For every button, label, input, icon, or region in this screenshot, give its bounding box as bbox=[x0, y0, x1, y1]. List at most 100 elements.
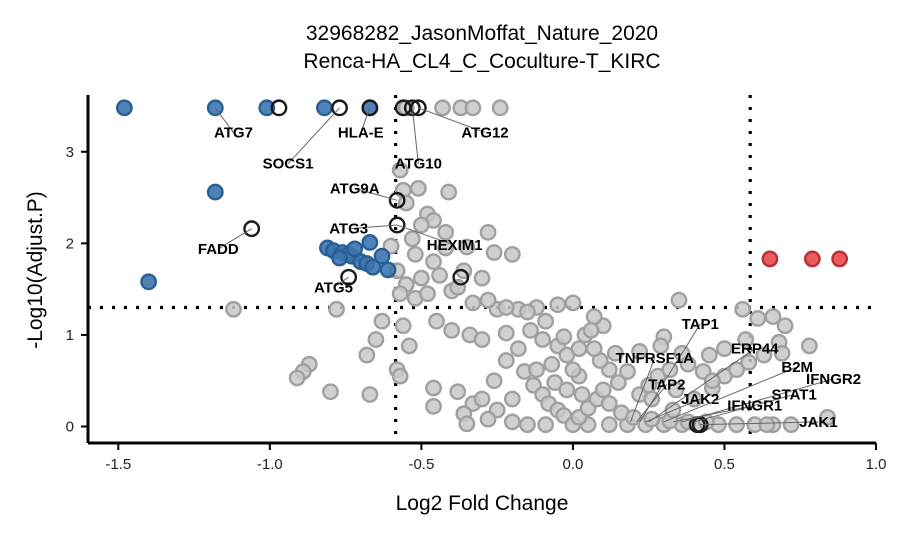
data-point-ns bbox=[328, 300, 345, 318]
annotation-leader-line bbox=[648, 348, 756, 423]
data-point-highlight bbox=[361, 99, 379, 117]
data-point-ns bbox=[397, 194, 415, 212]
data-point-ns bbox=[225, 300, 242, 318]
data-point-down bbox=[373, 247, 391, 265]
data-point-ns bbox=[419, 285, 436, 303]
data-point-ns bbox=[358, 346, 376, 364]
chart-title-line-2: Renca-HA_CL4_C_Coculture-T_KIRC bbox=[303, 50, 660, 73]
x-tick-label: 1.0 bbox=[866, 456, 887, 473]
data-point-ns bbox=[288, 369, 306, 387]
annotations-layer: ATG7 SOCS1 HLA-E ATG10 ATG12 ATG9A ATG3 HEXIM1 F… bbox=[198, 107, 861, 431]
data-point-highlight bbox=[340, 268, 358, 286]
data-point-down bbox=[140, 273, 158, 291]
data-point-ns bbox=[322, 383, 339, 401]
data-point-ns bbox=[449, 278, 467, 296]
annotation-leader-line bbox=[630, 357, 656, 423]
data-point-ns bbox=[473, 390, 491, 408]
annotation-label: FADD bbox=[198, 241, 239, 258]
data-point-ns bbox=[734, 300, 752, 318]
data-point-ns bbox=[394, 317, 412, 335]
annotation-label: ATG10 bbox=[395, 156, 442, 173]
data-point-ns bbox=[373, 312, 391, 330]
annotation-label: TAP1 bbox=[682, 316, 719, 333]
data-point-ns bbox=[758, 416, 776, 434]
data-point-ns bbox=[661, 361, 679, 379]
data-point-ns bbox=[409, 180, 427, 197]
data-point-ns bbox=[800, 337, 818, 355]
annotation-leader-line bbox=[663, 366, 798, 423]
annotation-leader-line bbox=[645, 398, 701, 423]
data-point-ns bbox=[585, 340, 603, 358]
data-point-ns bbox=[600, 416, 618, 434]
data-point-ns bbox=[509, 340, 527, 358]
data-point-ns bbox=[528, 361, 545, 379]
annotation-label: ERP44 bbox=[731, 341, 779, 358]
data-point-ns bbox=[503, 413, 521, 431]
data-point-ns bbox=[558, 381, 576, 399]
data-point-highlight bbox=[388, 191, 406, 209]
x-axis-title: Log2 Fold Change bbox=[396, 492, 569, 515]
data-point-ns bbox=[473, 331, 491, 348]
data-point-ns bbox=[449, 383, 467, 401]
data-point-ns bbox=[412, 269, 430, 287]
data-point-ns bbox=[594, 381, 612, 399]
data-point-ns bbox=[755, 346, 773, 364]
annotation-leader-line bbox=[360, 107, 371, 133]
data-point-ns bbox=[485, 372, 503, 390]
data-point-ns bbox=[485, 244, 503, 261]
annotation-label: ATG7 bbox=[214, 125, 253, 142]
data-point-ns bbox=[391, 367, 409, 385]
data-point-ns bbox=[434, 99, 451, 117]
data-point-ns bbox=[391, 161, 409, 179]
data-point-down bbox=[331, 249, 348, 267]
data-point-highlight bbox=[331, 99, 348, 117]
data-point-ns bbox=[619, 363, 636, 380]
data-point-ns bbox=[776, 317, 794, 335]
x-tick-label: 0.5 bbox=[714, 456, 735, 473]
data-point-down bbox=[206, 183, 224, 201]
annotation-label: TAP2 bbox=[648, 376, 685, 393]
data-point-ns bbox=[479, 291, 497, 309]
data-point-ns bbox=[406, 245, 424, 263]
data-point-ns bbox=[458, 238, 476, 256]
data-point-ns bbox=[440, 183, 458, 201]
y-tick-label: 1 bbox=[66, 327, 74, 344]
data-point-ns bbox=[497, 299, 515, 316]
annotation-leader-line bbox=[218, 228, 252, 250]
data-point-ns bbox=[764, 308, 782, 326]
annotation-label: JAK2 bbox=[681, 391, 719, 408]
data-point-ns bbox=[773, 344, 791, 362]
data-point-ns bbox=[519, 303, 536, 321]
data-point-ns bbox=[679, 355, 697, 373]
data-point-ns bbox=[573, 386, 591, 403]
data-point-ns bbox=[497, 324, 515, 342]
data-point-ns bbox=[464, 99, 482, 117]
data-point-ns bbox=[819, 408, 836, 426]
data-point-ns bbox=[428, 312, 445, 330]
data-point-ns bbox=[652, 337, 670, 355]
data-point-ns bbox=[503, 390, 521, 408]
data-point-ns bbox=[491, 99, 509, 117]
data-point-ns bbox=[667, 381, 685, 399]
data-point-ns bbox=[543, 355, 561, 373]
data-point-down bbox=[364, 258, 382, 276]
data-point-ns bbox=[582, 321, 600, 339]
data-point-ns bbox=[585, 308, 603, 326]
data-point-ns bbox=[391, 285, 409, 303]
data-point-ns bbox=[464, 294, 482, 312]
data-point-ns bbox=[479, 223, 497, 241]
data-point-ns bbox=[425, 379, 442, 397]
data-point-ns bbox=[519, 416, 536, 434]
data-point-up bbox=[831, 250, 849, 268]
annotation-label: JAK1 bbox=[799, 414, 837, 431]
annotation-leader-line bbox=[354, 187, 398, 201]
annotation-leader-line bbox=[214, 107, 234, 133]
data-point-ns bbox=[703, 372, 721, 390]
threshold-lines bbox=[88, 95, 876, 443]
data-point-ns bbox=[400, 337, 418, 355]
data-point-highlight bbox=[243, 220, 261, 238]
annotation-leader-line bbox=[396, 224, 455, 246]
data-point-ns bbox=[782, 416, 800, 434]
data-point-ns bbox=[716, 340, 733, 358]
